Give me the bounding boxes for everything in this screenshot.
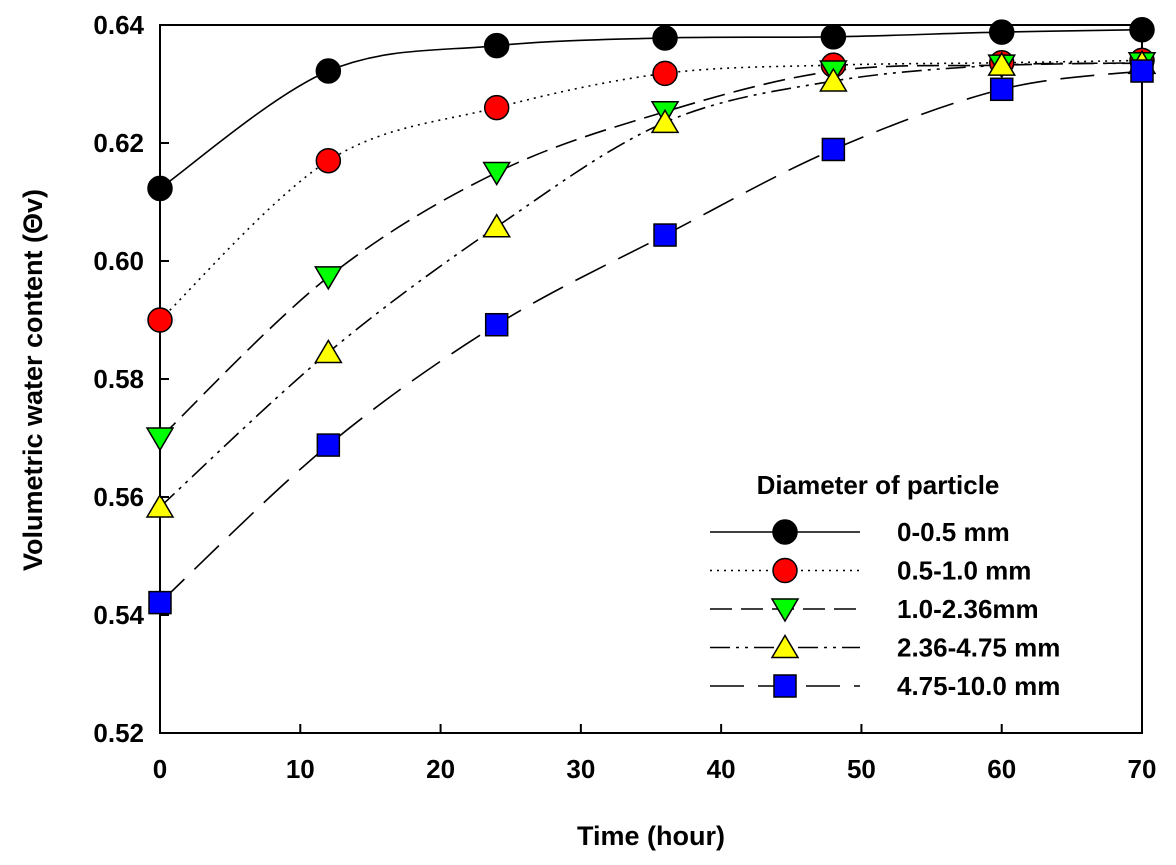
data-point-series-2 <box>147 307 173 333</box>
legend-marker <box>773 674 797 698</box>
data-point-series-1 <box>1129 16 1155 43</box>
data-point-series-4 <box>819 67 848 92</box>
y-tick-label: 0.54 <box>93 600 144 630</box>
y-tick-label: 0.60 <box>93 246 144 276</box>
data-point-series-1 <box>315 58 342 84</box>
series-line-4 <box>159 62 1143 508</box>
x-tick-label: 10 <box>286 754 315 784</box>
data-point-series-3 <box>145 427 175 452</box>
legend-marker <box>772 557 798 584</box>
data-point-series-4 <box>650 108 680 134</box>
x-tick-label: 30 <box>566 754 595 784</box>
legend-label: 0.5-1.0 mm <box>897 556 1031 586</box>
y-axis-title: Volumetric water content (Θv) <box>18 189 48 571</box>
x-tick-label: 50 <box>847 754 876 784</box>
y-tick-label: 0.56 <box>93 482 144 512</box>
legend-marker <box>772 519 798 545</box>
data-point-series-5 <box>821 137 846 162</box>
data-point-series-5 <box>1130 59 1154 83</box>
legend-label: 4.75-10.0 mm <box>897 671 1060 701</box>
data-point-series-3 <box>482 161 512 186</box>
legend-label: 0-0.5 mm <box>897 517 1010 547</box>
x-axis-title: Time (hour) <box>577 821 725 851</box>
data-point-series-2 <box>315 147 342 174</box>
data-point-series-2 <box>483 94 510 121</box>
legend-label: 1.0-2.36mm <box>897 594 1039 624</box>
legend: Diameter of particle 0-0.5 mm 0.5-1.0 mm 1… <box>710 470 1060 701</box>
data-point-series-3 <box>314 266 343 291</box>
data-point-series-5 <box>989 77 1014 102</box>
y-axis-ticks: 0.52 0.54 0.56 0.58 0.60 0.62 0.64 <box>93 10 169 748</box>
legend-marker <box>770 634 800 659</box>
data-point-series-4 <box>482 213 512 238</box>
data-point-series-5 <box>316 433 341 457</box>
x-tick-label: 60 <box>987 754 1016 784</box>
data-point-series-1 <box>820 24 847 50</box>
data-point-series-2 <box>652 60 678 87</box>
data-point-series-1 <box>652 25 678 51</box>
y-tick-label: 0.52 <box>93 718 144 748</box>
data-point-series-5 <box>653 223 677 247</box>
series-layer <box>145 16 1157 615</box>
data-point-series-4 <box>145 493 175 518</box>
data-point-series-1 <box>988 19 1015 45</box>
data-point-series-4 <box>314 338 343 364</box>
data-point-series-1 <box>147 175 173 202</box>
x-tick-label: 20 <box>426 754 455 784</box>
x-tick-label: 70 <box>1128 754 1157 784</box>
data-point-series-5 <box>484 312 509 337</box>
y-tick-label: 0.62 <box>93 128 144 158</box>
x-tick-label: 0 <box>153 754 167 784</box>
data-point-series-5 <box>148 590 172 615</box>
x-tick-label: 40 <box>707 754 736 784</box>
x-axis-ticks: 0 10 20 30 40 50 60 70 <box>153 724 1157 784</box>
series-line-3 <box>159 61 1143 439</box>
data-point-series-4 <box>987 51 1017 76</box>
y-tick-label: 0.64 <box>93 10 144 40</box>
legend-marker <box>770 598 800 623</box>
data-point-series-1 <box>483 32 510 59</box>
legend-title: Diameter of particle <box>757 470 1000 500</box>
legend-label: 2.36-4.75 mm <box>897 633 1060 663</box>
y-tick-label: 0.58 <box>93 364 144 394</box>
plot-frame <box>159 24 1143 734</box>
